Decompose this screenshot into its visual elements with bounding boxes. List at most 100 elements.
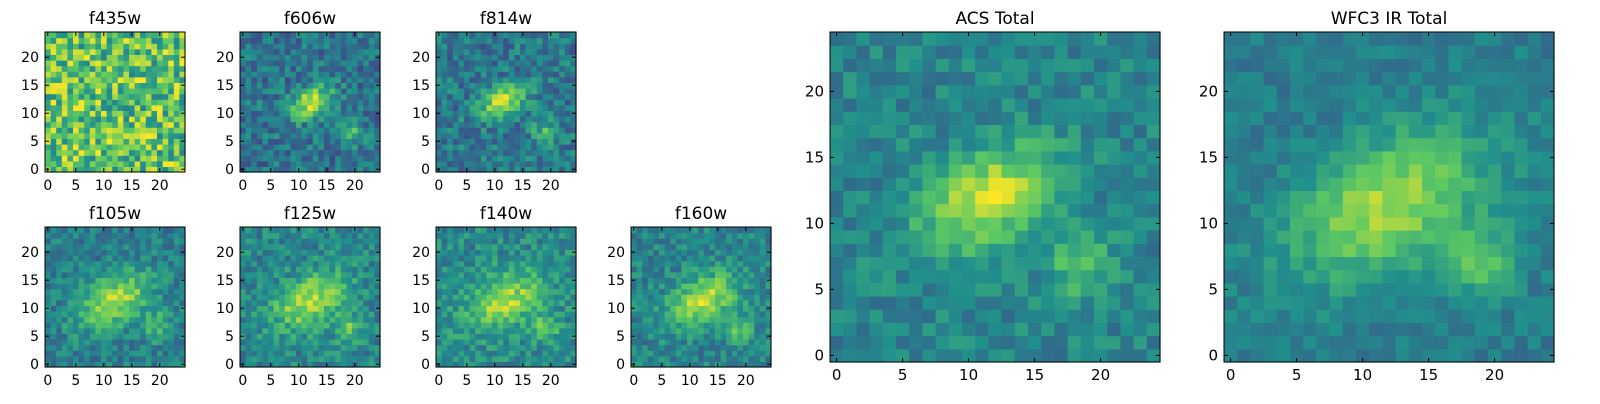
heatmap-cell xyxy=(129,43,135,49)
heatmap-cell xyxy=(922,336,936,350)
heatmap-cell xyxy=(257,283,263,289)
heatmap-cell xyxy=(123,54,129,60)
heatmap-cell xyxy=(51,138,57,144)
heatmap-cell xyxy=(369,116,375,122)
heatmap-cell xyxy=(830,243,844,257)
heatmap-cell xyxy=(73,277,79,283)
heatmap-cell xyxy=(922,283,936,297)
heatmap-cell xyxy=(363,88,369,94)
heatmap-cell xyxy=(687,350,693,356)
heatmap-cell xyxy=(346,227,352,233)
heatmap-cell xyxy=(62,289,68,295)
heatmap-cell xyxy=(693,345,699,351)
heatmap-cell xyxy=(514,144,520,150)
heatmap-cell xyxy=(313,356,319,362)
heatmap-cell xyxy=(163,133,169,139)
heatmap-cell xyxy=(565,311,571,317)
heatmap-cell xyxy=(721,345,727,351)
heatmap-cell xyxy=(257,277,263,283)
heatmap-cell xyxy=(318,133,324,139)
heatmap-cell xyxy=(754,317,760,323)
heatmap-cell xyxy=(290,60,296,66)
heatmap-cell xyxy=(163,88,169,94)
heatmap-cell xyxy=(56,138,62,144)
heatmap-cell xyxy=(129,122,135,128)
heatmap-cell xyxy=(503,38,509,44)
heatmap-cell xyxy=(157,38,163,44)
heatmap-cell xyxy=(262,127,268,133)
heatmap-cell xyxy=(531,99,537,105)
heatmap-cell xyxy=(537,339,543,345)
heatmap-cell xyxy=(681,294,687,300)
heatmap-cell xyxy=(665,283,671,289)
heatmap-cell xyxy=(1134,349,1148,363)
heatmap-cell xyxy=(358,155,364,161)
heatmap-cell xyxy=(274,350,280,356)
heatmap-cell xyxy=(936,243,950,257)
heatmap-cell xyxy=(129,138,135,144)
heatmap-cell xyxy=(296,43,302,49)
heatmap-cell xyxy=(1094,256,1108,270)
heatmap-cell xyxy=(526,54,532,60)
heatmap-cell xyxy=(157,66,163,72)
heatmap-cell xyxy=(721,272,727,278)
heatmap-cell xyxy=(101,266,107,272)
heatmap-cell xyxy=(442,82,448,88)
heatmap-cell xyxy=(975,309,989,323)
heatmap-cell xyxy=(107,38,113,44)
heatmap-cell xyxy=(157,122,163,128)
heatmap-cell xyxy=(503,122,509,128)
heatmap-cell xyxy=(687,233,693,239)
heatmap-cell xyxy=(157,255,163,261)
heatmap-cell xyxy=(346,110,352,116)
heatmap-cell xyxy=(257,244,263,250)
heatmap-cell xyxy=(743,328,749,334)
heatmap-cell xyxy=(112,110,118,116)
heatmap-cell xyxy=(45,43,51,49)
heatmap-cell xyxy=(436,150,442,156)
heatmap-cell xyxy=(665,249,671,255)
heatmap-cell xyxy=(352,155,358,161)
x-tick-label: 20 xyxy=(151,178,169,194)
heatmap-cell xyxy=(146,328,152,334)
heatmap-cell xyxy=(157,261,163,267)
heatmap-cell xyxy=(721,261,727,267)
heatmap-cell xyxy=(51,161,57,167)
heatmap-cell xyxy=(453,110,459,116)
heatmap-cell xyxy=(246,289,252,295)
heatmap-cell xyxy=(637,272,643,278)
heatmap-cell xyxy=(268,266,274,272)
heatmap-cell xyxy=(262,350,268,356)
heatmap-cell xyxy=(1081,296,1095,310)
heatmap-cell xyxy=(503,289,509,295)
heatmap-cell xyxy=(698,294,704,300)
heatmap-cell xyxy=(151,300,157,306)
heatmap-cell xyxy=(526,249,532,255)
heatmap-cell xyxy=(363,110,369,116)
heatmap-cell xyxy=(737,227,743,233)
heatmap-cell xyxy=(240,289,246,295)
heatmap-cell xyxy=(79,277,85,283)
heatmap-cell xyxy=(268,122,274,128)
heatmap-cell xyxy=(279,238,285,244)
heatmap-cell xyxy=(642,311,648,317)
heatmap-cell xyxy=(526,38,532,44)
heatmap-cell xyxy=(246,305,252,311)
heatmap-cell xyxy=(240,150,246,156)
heatmap-cell xyxy=(447,155,453,161)
heatmap-cell xyxy=(481,289,487,295)
heatmap-cell xyxy=(274,155,280,161)
heatmap-cell xyxy=(79,144,85,150)
heatmap-cell xyxy=(157,133,163,139)
heatmap-cell xyxy=(637,244,643,250)
heatmap-cell xyxy=(1081,322,1095,336)
heatmap-cell xyxy=(531,238,537,244)
heatmap-cell xyxy=(715,345,721,351)
heatmap-cell xyxy=(118,122,124,128)
x-tick-label: 0 xyxy=(434,178,443,194)
heatmap-cell xyxy=(346,350,352,356)
heatmap-cell xyxy=(45,244,51,250)
heatmap-cell xyxy=(475,99,481,105)
heatmap-cell xyxy=(743,300,749,306)
heatmap-cell xyxy=(346,311,352,317)
